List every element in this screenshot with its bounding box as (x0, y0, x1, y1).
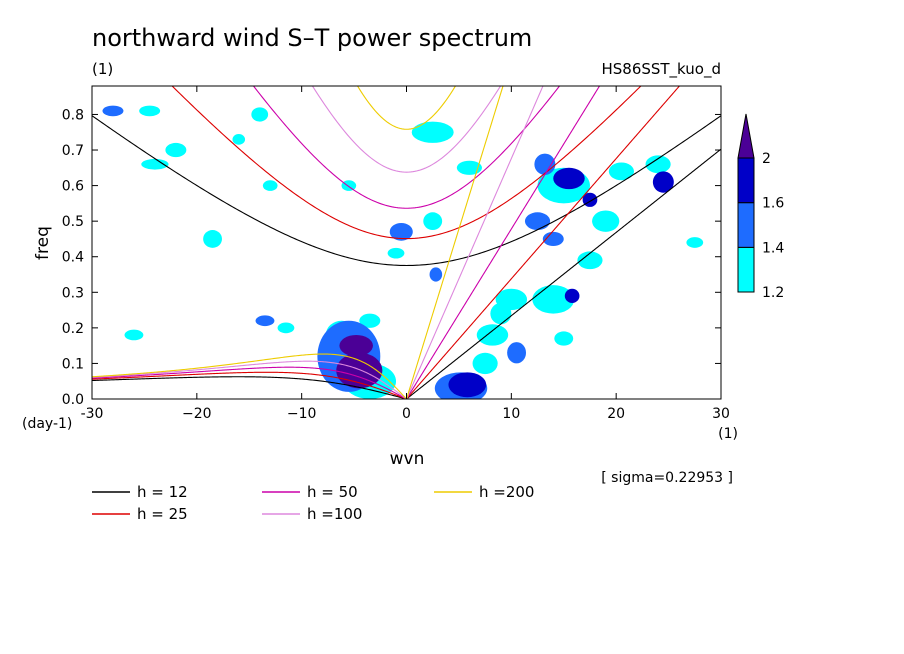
curve-er1-h100 (92, 360, 407, 399)
contour-blob (645, 155, 671, 174)
contour-blob (341, 180, 357, 191)
legend-label: h =200 (479, 483, 534, 501)
contour-layer (102, 105, 704, 399)
colorbar-label: 1.6 (762, 196, 784, 212)
contour-blob (255, 315, 275, 327)
contour-blob (389, 222, 413, 241)
contour-blob (141, 158, 169, 170)
contour-blob (359, 313, 381, 328)
contour-blob (339, 334, 373, 357)
x-tick-label: 10 (502, 406, 520, 422)
contour-blob (387, 247, 405, 259)
y-tick-label: 0.7 (62, 143, 84, 159)
contour-blob (203, 230, 222, 248)
contour-blob (507, 342, 527, 364)
x-tick-label: 20 (607, 406, 625, 422)
y-tick-label: 0.1 (62, 356, 84, 372)
curve-kelvin-h12 (406, 148, 721, 399)
contour-blob (472, 352, 498, 375)
y-axis: 0.0 0.1 0.2 0.3 0.4 0.5 0.6 0.7 0.8 (62, 107, 721, 408)
legend-label: h = 12 (137, 483, 188, 501)
contour-blob (262, 180, 278, 191)
contour-blob (277, 322, 295, 334)
colorbar: 1.2 1.4 1.6 2 (737, 113, 784, 301)
y-tick-label: 0.2 (62, 321, 84, 337)
x-tick-label: 30 (712, 406, 730, 422)
y-tick-label: 0.5 (62, 214, 84, 230)
contour-blob (251, 107, 269, 122)
chart-subtitle-right: HS86SST_kuo_d (601, 60, 721, 79)
y-tick-label: 0.6 (62, 179, 84, 195)
contour-blob (448, 372, 487, 398)
contour-blob (423, 212, 443, 231)
contour-blob (456, 160, 482, 175)
x-axis: -30 −20 −10 0 10 20 30 (81, 86, 730, 422)
curve-ig1-h50 (252, 86, 561, 209)
colorbar-label: 1.4 (762, 240, 784, 256)
x-tick-label: 0 (402, 406, 411, 422)
curve-ig1-h200 (356, 86, 457, 130)
contour-blob (554, 331, 574, 346)
contour-blob (608, 162, 634, 181)
contour-blob (165, 142, 187, 158)
x-axis-unit: (1) (718, 426, 738, 442)
contour-blob (542, 231, 564, 247)
curve-er1-h50 (92, 366, 407, 399)
contour-blob (102, 105, 124, 117)
curve-ig1-h100 (311, 86, 502, 173)
contour-blob (553, 167, 585, 190)
chart-title: northward wind S–T power spectrum (92, 24, 532, 52)
contour-blob (577, 251, 603, 270)
contour-blob (592, 210, 620, 232)
colorbar-extend-arrow (737, 113, 755, 159)
colorbar-segment (737, 202, 755, 248)
curve-er1-h200 (92, 353, 407, 399)
contour-blob (232, 134, 246, 145)
curve-er1-h25 (92, 371, 407, 399)
legend-label: h =100 (307, 505, 362, 523)
y-tick-label: 0.0 (62, 392, 84, 408)
plot-frame (91, 85, 722, 400)
curve-ig1-h25 (171, 86, 642, 240)
curve-ig1-h12 (92, 115, 721, 267)
x-tick-label: -30 (81, 406, 104, 422)
contour-blob (534, 153, 556, 175)
contour-blob (564, 288, 580, 303)
colorbar-label: 2 (762, 151, 771, 167)
contour-blob (652, 171, 674, 193)
curve-er1-h12 (92, 376, 407, 399)
sigma-label: [ sigma=0.22953 ] (601, 470, 733, 486)
contour-blob (490, 302, 512, 325)
legend-label: h = 50 (307, 483, 358, 501)
y-tick-label: 0.4 (62, 250, 84, 266)
contour-blob (139, 105, 161, 117)
curve-kelvin-h100 (405, 86, 544, 399)
y-tick-label: 0.8 (62, 107, 84, 123)
curve-kelvin-h200 (405, 86, 504, 399)
curve-kelvin-h50 (406, 86, 601, 399)
legend: h = 12 h = 25 h = 50 h =100 h =200 (92, 483, 534, 523)
y-tick-label: 0.3 (62, 285, 84, 301)
contour-blob (532, 285, 575, 314)
colorbar-segment (737, 157, 755, 204)
dispersion-curves (92, 86, 721, 399)
legend-label: h = 25 (137, 505, 188, 523)
curve-kelvin-h25 (406, 86, 681, 399)
contour-blob (411, 121, 454, 143)
contour-blob (429, 267, 443, 282)
x-tick-label: −10 (287, 406, 317, 422)
contour-blob (686, 237, 704, 248)
contour-blob (124, 329, 144, 341)
y-axis-label: freq (33, 226, 53, 260)
x-tick-label: −20 (182, 406, 212, 422)
y-axis-unit: (day-1) (22, 416, 72, 432)
contour-blob (476, 324, 509, 346)
chart-subtitle-left: (1) (92, 60, 113, 78)
x-axis-label: wvn (390, 449, 425, 469)
colorbar-segment (737, 246, 755, 293)
colorbar-label: 1.2 (762, 285, 784, 301)
contour-blob (524, 212, 551, 231)
